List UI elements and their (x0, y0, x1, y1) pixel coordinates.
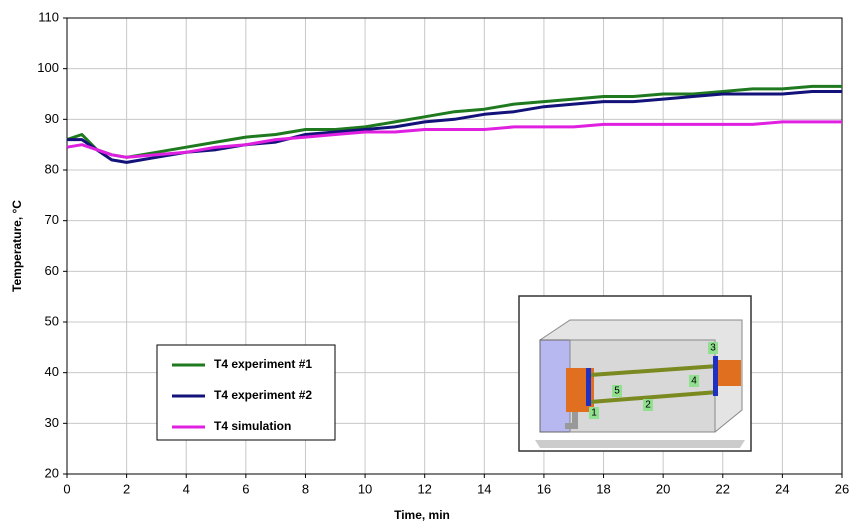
y-tick-label: 50 (45, 313, 59, 328)
inset-diagram: 1 2 3 4 5 (519, 296, 751, 451)
y-tick-label: 20 (45, 465, 59, 480)
x-tick-label: 2 (123, 481, 130, 496)
legend: T4 experiment #1 T4 experiment #2 T4 simul… (157, 345, 335, 440)
x-tick-label: 0 (63, 481, 70, 496)
x-tick-label: 16 (537, 481, 551, 496)
y-tick-label: 60 (45, 263, 59, 278)
legend-label: T4 simulation (214, 419, 291, 433)
x-tick-label: 10 (358, 481, 372, 496)
x-tick-label: 14 (477, 481, 491, 496)
legend-label: T4 experiment #1 (214, 357, 312, 371)
inset-label: 3 (710, 343, 716, 354)
x-tick-label: 24 (775, 481, 789, 496)
y-tick-label: 80 (45, 161, 59, 176)
legend-label: T4 experiment #2 (214, 388, 312, 402)
x-tick-label: 18 (596, 481, 610, 496)
y-tick-label: 70 (45, 212, 59, 227)
x-tick-label: 26 (835, 481, 849, 496)
y-axis-label: Temperature, °C (10, 200, 24, 292)
x-tick-label: 8 (302, 481, 309, 496)
y-tick-label: 90 (45, 111, 59, 126)
x-tick-label: 6 (242, 481, 249, 496)
chart: 2030405060708090100110024681012141618202… (0, 0, 856, 527)
inset-label: 1 (591, 408, 597, 419)
x-tick-label: 20 (656, 481, 670, 496)
y-tick-label: 40 (45, 364, 59, 379)
x-tick-label: 22 (716, 481, 730, 496)
x-tick-label: 12 (417, 481, 431, 496)
y-tick-label: 100 (37, 60, 59, 75)
x-tick-label: 4 (183, 481, 190, 496)
inset-label: 5 (614, 386, 620, 397)
inset-label: 2 (645, 400, 651, 411)
series-line (67, 86, 842, 157)
x-axis-label: Time, min (394, 508, 450, 522)
series-line (67, 122, 842, 157)
y-tick-label: 30 (45, 415, 59, 430)
y-tick-label: 110 (38, 9, 59, 24)
inset-label: 4 (691, 376, 697, 387)
